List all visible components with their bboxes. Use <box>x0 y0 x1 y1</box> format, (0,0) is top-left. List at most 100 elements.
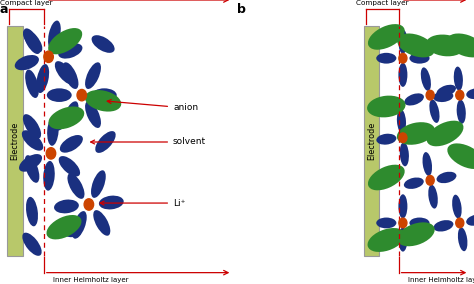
Ellipse shape <box>367 96 406 117</box>
Ellipse shape <box>410 131 429 142</box>
Ellipse shape <box>398 30 407 54</box>
Ellipse shape <box>376 134 396 145</box>
Ellipse shape <box>85 62 101 89</box>
Bar <box>364 26 379 256</box>
Ellipse shape <box>43 161 55 191</box>
Ellipse shape <box>52 110 73 131</box>
Bar <box>23 26 237 256</box>
Ellipse shape <box>26 197 38 226</box>
Ellipse shape <box>60 135 83 153</box>
Circle shape <box>456 218 464 228</box>
Ellipse shape <box>36 64 49 93</box>
Circle shape <box>426 90 434 100</box>
Circle shape <box>456 90 464 100</box>
Ellipse shape <box>456 100 466 124</box>
Ellipse shape <box>19 154 42 172</box>
Ellipse shape <box>376 218 396 228</box>
Ellipse shape <box>398 63 407 87</box>
Ellipse shape <box>410 53 429 64</box>
Circle shape <box>399 133 407 143</box>
Ellipse shape <box>429 99 439 123</box>
Text: b: b <box>237 3 246 16</box>
Ellipse shape <box>48 28 82 54</box>
Ellipse shape <box>93 210 110 236</box>
Ellipse shape <box>54 200 79 213</box>
Ellipse shape <box>376 53 396 64</box>
Text: Compact layer: Compact layer <box>0 0 53 6</box>
Circle shape <box>399 218 407 228</box>
Ellipse shape <box>397 109 406 133</box>
Ellipse shape <box>47 116 59 146</box>
Ellipse shape <box>433 91 453 102</box>
Ellipse shape <box>426 35 465 56</box>
Bar <box>379 26 474 256</box>
Ellipse shape <box>95 131 116 153</box>
Ellipse shape <box>23 29 42 53</box>
Ellipse shape <box>434 220 454 231</box>
Ellipse shape <box>46 215 82 239</box>
Ellipse shape <box>447 34 474 57</box>
Text: Compact layer: Compact layer <box>356 0 409 6</box>
Ellipse shape <box>397 122 435 145</box>
Ellipse shape <box>55 61 74 84</box>
Text: anion: anion <box>107 100 198 112</box>
Text: a: a <box>0 3 9 16</box>
Ellipse shape <box>92 88 117 102</box>
Ellipse shape <box>421 67 431 91</box>
Ellipse shape <box>91 170 106 198</box>
Circle shape <box>399 53 407 63</box>
Ellipse shape <box>22 130 43 151</box>
Circle shape <box>84 199 93 210</box>
Ellipse shape <box>398 227 407 252</box>
Ellipse shape <box>454 66 463 91</box>
Ellipse shape <box>466 88 474 99</box>
Ellipse shape <box>398 194 407 218</box>
Ellipse shape <box>23 114 41 139</box>
Ellipse shape <box>404 93 424 106</box>
Ellipse shape <box>437 172 456 183</box>
Ellipse shape <box>368 24 405 50</box>
Ellipse shape <box>437 85 456 97</box>
Text: Inner Helmholtz layer: Inner Helmholtz layer <box>408 277 474 283</box>
Ellipse shape <box>404 178 424 189</box>
Ellipse shape <box>91 35 115 53</box>
Circle shape <box>77 89 86 101</box>
Ellipse shape <box>452 195 462 218</box>
Ellipse shape <box>397 222 435 246</box>
Ellipse shape <box>458 227 467 251</box>
Ellipse shape <box>22 233 42 256</box>
Ellipse shape <box>400 142 409 166</box>
Bar <box>7 26 23 256</box>
Ellipse shape <box>72 211 87 239</box>
Ellipse shape <box>99 196 124 209</box>
Ellipse shape <box>466 214 474 226</box>
Text: solvent: solvent <box>91 137 206 147</box>
Circle shape <box>426 176 434 185</box>
Ellipse shape <box>85 101 101 128</box>
Ellipse shape <box>85 90 121 112</box>
Ellipse shape <box>427 121 464 146</box>
Ellipse shape <box>25 155 39 183</box>
Ellipse shape <box>15 55 39 70</box>
Ellipse shape <box>24 28 40 54</box>
Ellipse shape <box>48 20 61 50</box>
Ellipse shape <box>422 152 432 176</box>
Circle shape <box>46 148 56 159</box>
Text: Li⁺: Li⁺ <box>100 199 185 208</box>
Ellipse shape <box>67 173 84 199</box>
Ellipse shape <box>410 218 429 228</box>
Ellipse shape <box>59 156 80 176</box>
Ellipse shape <box>367 228 405 252</box>
Ellipse shape <box>368 165 405 190</box>
Ellipse shape <box>428 185 438 209</box>
Text: Inner Helmholtz layer: Inner Helmholtz layer <box>53 277 129 283</box>
Ellipse shape <box>25 70 39 98</box>
Ellipse shape <box>397 34 435 57</box>
Ellipse shape <box>48 106 84 129</box>
Ellipse shape <box>56 223 81 237</box>
Text: Electrode: Electrode <box>367 122 376 160</box>
Ellipse shape <box>447 143 474 169</box>
Ellipse shape <box>58 43 82 59</box>
Ellipse shape <box>47 88 72 102</box>
Text: Electrode: Electrode <box>10 122 19 160</box>
